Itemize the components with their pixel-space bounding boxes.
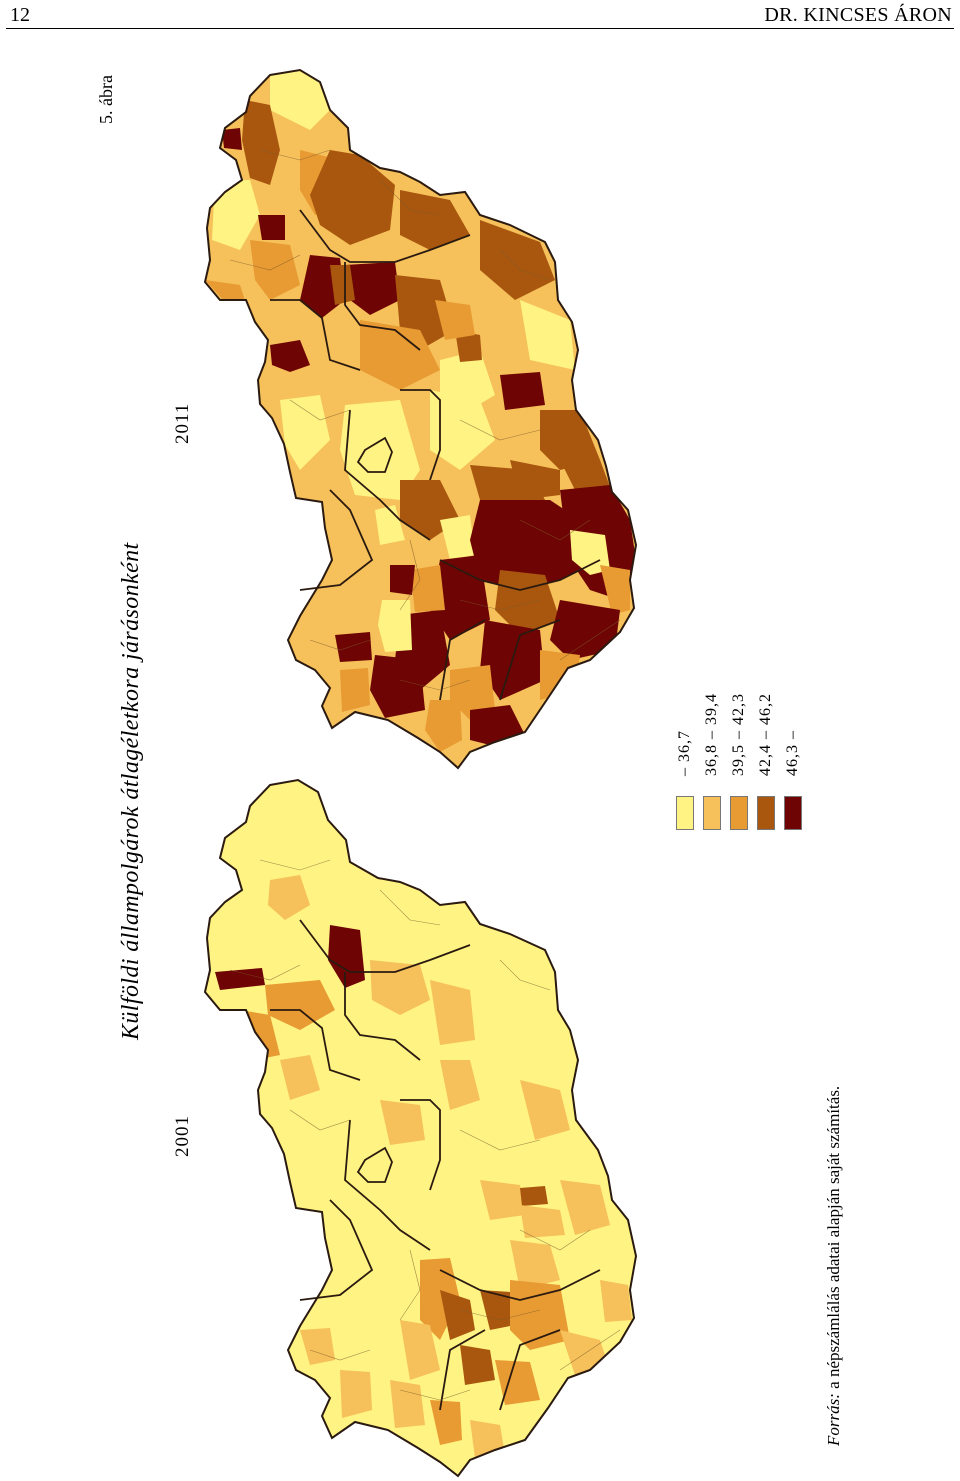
page-header: 12 DR. KINCSES ÁRON <box>0 0 960 30</box>
page-number: 12 <box>10 4 30 26</box>
legend-swatch <box>784 796 802 830</box>
district-borders-2011 <box>229 149 621 691</box>
legend-swatch <box>757 796 775 830</box>
legend-item: 46,3 – <box>780 688 804 838</box>
legend-label: 39,5 – 42,3 <box>730 693 747 776</box>
running-head: DR. KINCSES ÁRON <box>764 4 952 26</box>
legend-label: 46,3 – <box>784 730 801 776</box>
map-2011 <box>205 70 636 768</box>
source-note: Forrás: a népszámlálás adatai alapján sa… <box>824 1086 844 1446</box>
map-legend: – 36,7 36,8 – 39,4 39,5 – 42,3 42,4 – 46… <box>672 688 812 838</box>
legend-swatch <box>703 796 721 830</box>
legend-item: 39,5 – 42,3 <box>726 688 750 838</box>
header-rule <box>6 28 954 29</box>
county-borders-2001 <box>270 919 601 1411</box>
source-text: a népszámlálás adatai alapján saját szám… <box>824 1085 843 1394</box>
county-borders-2011 <box>270 209 601 701</box>
legend-swatch <box>676 796 694 830</box>
legend-label: – 36,7 <box>676 730 693 776</box>
legend-item: – 36,7 <box>672 688 696 838</box>
legend-item: 36,8 – 39,4 <box>699 688 723 838</box>
legend-swatch <box>730 796 748 830</box>
legend-label: 42,4 – 46,2 <box>757 693 774 776</box>
legend-label: 36,8 – 39,4 <box>703 693 720 776</box>
source-lead: Forrás: <box>824 1393 843 1446</box>
legend-item: 42,4 – 46,2 <box>753 688 777 838</box>
district-borders-2001 <box>229 859 621 1401</box>
